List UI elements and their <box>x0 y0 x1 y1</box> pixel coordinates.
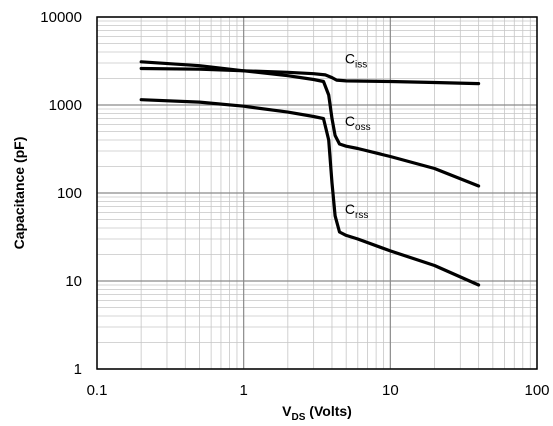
plot-frame <box>96 16 538 370</box>
x-tick-label: 0.1 <box>87 382 108 399</box>
series-line-coss <box>139 60 481 188</box>
x-axis-title: VDS (Volts) <box>282 403 352 423</box>
x-tick-label: 100 <box>524 382 549 399</box>
y-tick-label: 100 <box>57 185 82 202</box>
y-tick-label: 10 <box>65 273 82 290</box>
series-label-sub: oss <box>355 122 371 133</box>
series-label-sub: iss <box>355 60 367 71</box>
series-label-main: C <box>345 113 355 129</box>
series-label-crss: Crss <box>345 201 368 221</box>
y-axis-title: Capacitance (pF) <box>11 137 27 250</box>
x-tick-label: 10 <box>382 382 399 399</box>
x-tick-labels: 0.1 1 10 100 <box>87 382 550 399</box>
series-label-coss: Coss <box>345 113 371 133</box>
y-tick-label: 1000 <box>49 97 82 114</box>
x-axis-title-main: V <box>282 403 292 419</box>
y-tick-label: 1 <box>74 361 82 378</box>
series-line-ciss <box>139 66 481 86</box>
x-axis-title-rest: (Volts) <box>305 403 351 419</box>
x-tick-label: 1 <box>239 382 247 399</box>
x-axis-title-sub: DS <box>292 412 306 423</box>
series-label-main: C <box>345 51 355 67</box>
series-label-ciss: Ciss <box>345 51 367 71</box>
series-label-sub: rss <box>355 210 368 221</box>
y-tick-label: 10000 <box>40 9 82 26</box>
series-curves <box>139 60 481 287</box>
series-line-crss <box>139 98 481 287</box>
series-label-main: C <box>345 201 355 217</box>
y-tick-labels: 1 10 100 1000 10000 <box>40 9 82 378</box>
